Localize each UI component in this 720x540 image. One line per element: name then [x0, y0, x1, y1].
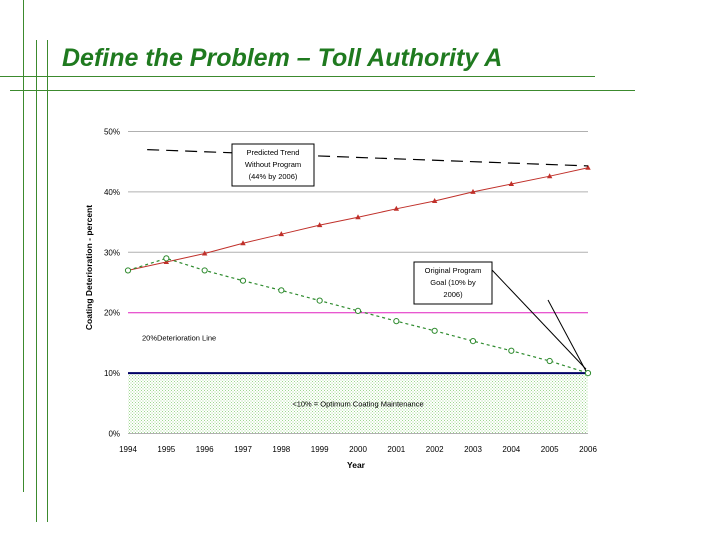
trend-point — [585, 164, 591, 170]
trend-point — [278, 231, 285, 237]
y-axis-label: Coating Deterioration - percent — [84, 205, 94, 330]
goal-annotation-leader — [491, 269, 587, 370]
x-axis-label: Year — [347, 460, 366, 470]
trend-annotation-line: (44% by 2006) — [249, 172, 298, 181]
x-tick-label: 1995 — [157, 445, 175, 454]
frame-horizontal-line-2 — [10, 90, 635, 91]
trend-point — [431, 197, 438, 203]
goal-point — [393, 318, 400, 325]
goal-point — [316, 297, 323, 304]
frame-vertical-line-1 — [23, 0, 24, 492]
y-tick-label: 10% — [104, 369, 120, 378]
goal-annotation — [413, 261, 493, 305]
goal-point — [163, 255, 170, 262]
x-tick-label: 2006 — [579, 445, 597, 454]
trend-point — [316, 222, 323, 228]
frame-vertical-line-3 — [47, 40, 48, 522]
trend-dashed-line — [147, 149, 589, 167]
trend-point — [508, 181, 515, 187]
frame-horizontal-line-1 — [0, 76, 595, 77]
x-tick-label: 1994 — [119, 445, 137, 454]
goal-point — [546, 357, 553, 365]
x-tick-label: 2001 — [387, 445, 405, 454]
goal-point — [278, 287, 285, 294]
goal-point — [239, 277, 247, 284]
y-tick-label: 40% — [104, 188, 120, 197]
x-tick-label: 1998 — [272, 445, 290, 454]
optimum-region-label: <10% = Optimum Coating Maintenance — [292, 399, 423, 408]
goal-point — [354, 307, 362, 314]
trend-annotation-line: Predicted Trend — [247, 148, 300, 157]
goal-point — [431, 327, 438, 334]
x-tick-label: 1997 — [234, 445, 252, 454]
goal-annotation-line: Goal (10% by — [430, 278, 476, 287]
frame-vertical-line-2 — [36, 40, 37, 522]
goal-annotation-line: 2006) — [443, 290, 463, 299]
trend-point — [393, 205, 400, 211]
trend-annotation-line: Without Program — [245, 160, 301, 169]
y-tick-label: 50% — [104, 128, 120, 137]
slide-title: Define the Problem – Toll Authority A — [62, 44, 503, 72]
x-tick-label: 1999 — [311, 445, 329, 454]
deterioration-20-line-label: 20%Deterioration Line — [142, 334, 216, 343]
goal-point — [469, 337, 477, 345]
goal-point — [201, 267, 208, 274]
y-tick-label: 20% — [104, 309, 120, 318]
x-tick-label: 2000 — [349, 445, 367, 454]
trend-point — [355, 214, 361, 220]
trend-point — [201, 250, 208, 256]
x-tick-label: 2005 — [541, 445, 559, 454]
goal-annotation-leader — [547, 299, 587, 372]
y-tick-label: 0% — [108, 430, 120, 439]
trend-point — [240, 240, 246, 246]
optimum-region — [128, 373, 588, 434]
goal-annotation-line: Original Program — [425, 266, 482, 275]
goal-point — [584, 370, 592, 377]
trend-annotation — [231, 143, 315, 187]
trend-point — [470, 188, 476, 194]
trend-point — [163, 258, 170, 264]
goal-point — [124, 267, 132, 274]
y-tick-label: 30% — [104, 248, 120, 257]
goal-line — [127, 257, 589, 374]
trend-point — [546, 173, 553, 179]
goal-point — [508, 347, 515, 354]
x-tick-label: 2004 — [502, 445, 520, 454]
x-tick-label: 1996 — [196, 445, 214, 454]
x-tick-label: 2003 — [464, 445, 482, 454]
x-tick-label: 2002 — [426, 445, 444, 454]
